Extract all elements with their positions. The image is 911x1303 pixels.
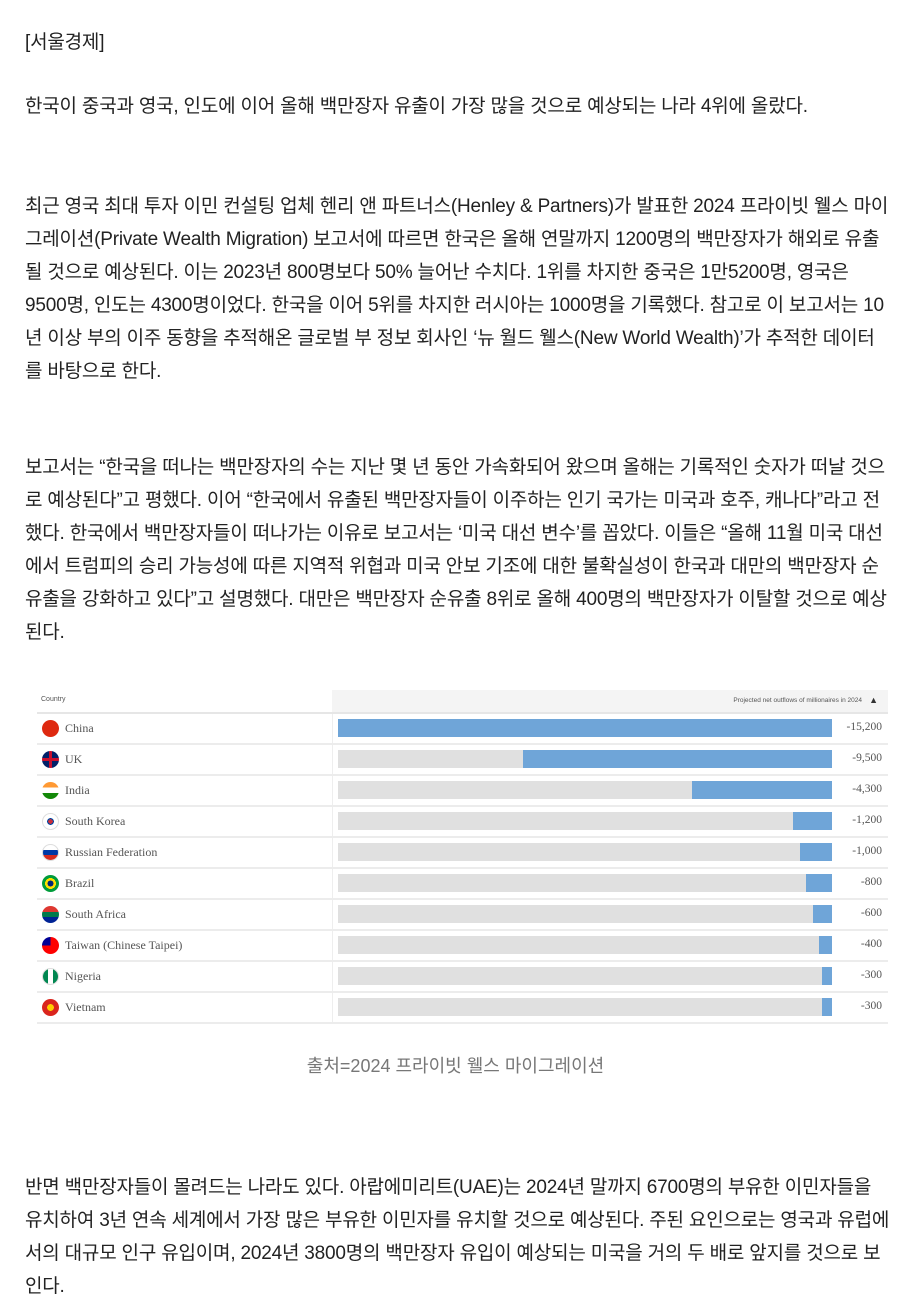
chart-row: Russian Federation -1,000 <box>37 838 888 869</box>
source-tag: [서울경제] <box>25 32 105 53</box>
bar <box>812 905 832 923</box>
bar <box>338 719 832 737</box>
brazil-flag-icon <box>42 875 59 892</box>
bar <box>692 781 832 799</box>
bar <box>799 843 832 861</box>
paragraph-2: 최근 영국 최대 투자 이민 컨설팅 업체 헨리 앤 파트너스(Henley &… <box>25 196 889 382</box>
country-label: Vietnam <box>65 1000 106 1014</box>
column-divider <box>332 931 333 960</box>
bar <box>822 967 832 985</box>
bar-track <box>338 905 832 923</box>
country-label: Taiwan (Chinese Taipei) <box>65 938 183 952</box>
value-header[interactable]: Projected net outflows of millionaires i… <box>332 690 888 712</box>
country-label: South Korea <box>65 814 126 828</box>
south-korea-flag-icon <box>42 813 59 830</box>
outflow-chart: Country Projected net outflows of millio… <box>37 690 888 1024</box>
chart-row: India -4,300 <box>37 776 888 807</box>
triangle-up-icon[interactable]: ▲ <box>869 695 878 705</box>
south-africa-flag-icon <box>42 906 59 923</box>
column-divider <box>332 962 333 991</box>
uk-flag-icon <box>42 751 59 768</box>
value-label: -1,200 <box>852 814 882 826</box>
bar <box>822 998 832 1016</box>
paragraph-3: 보고서는 “한국을 떠나는 백만장자의 수는 지난 몇 년 동안 가속화되어 왔… <box>25 457 887 643</box>
bar-track <box>338 874 832 892</box>
column-divider <box>332 838 333 867</box>
column-header-country: Country <box>41 696 66 703</box>
chart-row: Taiwan (Chinese Taipei) -400 <box>37 931 888 962</box>
bar-track <box>338 998 832 1016</box>
column-divider <box>332 869 333 898</box>
nigeria-flag-icon <box>42 968 59 985</box>
country-label: UK <box>65 752 83 766</box>
column-divider <box>332 993 333 1022</box>
value-header-label: Projected net outflows of millionaires i… <box>733 697 862 704</box>
chart-row: Brazil -800 <box>37 869 888 900</box>
value-label: -800 <box>860 876 882 888</box>
chart-row: South Korea -1,200 <box>37 807 888 838</box>
value-label: -1,000 <box>852 845 882 857</box>
bar <box>523 750 832 768</box>
country-label: China <box>65 721 94 735</box>
paragraph-1: 한국이 중국과 영국, 인도에 이어 올해 백만장자 유출이 가장 많을 것으로… <box>25 96 808 117</box>
russia-flag-icon <box>42 844 59 861</box>
country-label: Brazil <box>65 876 95 890</box>
value-label: -600 <box>860 907 882 919</box>
bar <box>793 812 832 830</box>
column-divider <box>332 900 333 929</box>
bar-track <box>338 812 832 830</box>
column-divider <box>332 776 333 805</box>
value-label: -15,200 <box>846 721 882 733</box>
bar-track <box>338 936 832 954</box>
country-label: South Africa <box>65 907 126 921</box>
value-label: -300 <box>860 1000 882 1012</box>
column-divider <box>332 807 333 836</box>
chart-row: Nigeria -300 <box>37 962 888 993</box>
column-divider <box>332 745 333 774</box>
country-label: Nigeria <box>65 969 101 983</box>
chart-row: UK -9,500 <box>37 745 888 776</box>
bar-track <box>338 843 832 861</box>
value-label: -300 <box>860 969 882 981</box>
bar-track <box>338 781 832 799</box>
column-divider <box>332 714 333 743</box>
chart-row: South Africa -600 <box>37 900 888 931</box>
bar-track <box>338 719 832 737</box>
chart-row: Vietnam -300 <box>37 993 888 1024</box>
vietnam-flag-icon <box>42 999 59 1016</box>
value-label: -4,300 <box>852 783 882 795</box>
bar <box>819 936 832 954</box>
taiwan-flag-icon <box>42 937 59 954</box>
india-flag-icon <box>42 782 59 799</box>
chart-row: China -15,200 <box>37 714 888 745</box>
bar-track <box>338 967 832 985</box>
country-label: Russian Federation <box>65 845 158 859</box>
country-label: India <box>65 783 90 797</box>
chart-header: Country Projected net outflows of millio… <box>37 690 888 714</box>
image-caption: 출처=2024 프라이빗 웰스 마이그레이션 <box>306 1056 605 1076</box>
value-label: -400 <box>860 938 882 950</box>
bar <box>806 874 832 892</box>
china-flag-icon <box>42 720 59 737</box>
value-label: -9,500 <box>852 752 882 764</box>
bar-track <box>338 750 832 768</box>
paragraph-4: 반면 백만장자들이 몰려드는 나라도 있다. 아랍에미리트(UAE)는 2024… <box>25 1177 890 1297</box>
